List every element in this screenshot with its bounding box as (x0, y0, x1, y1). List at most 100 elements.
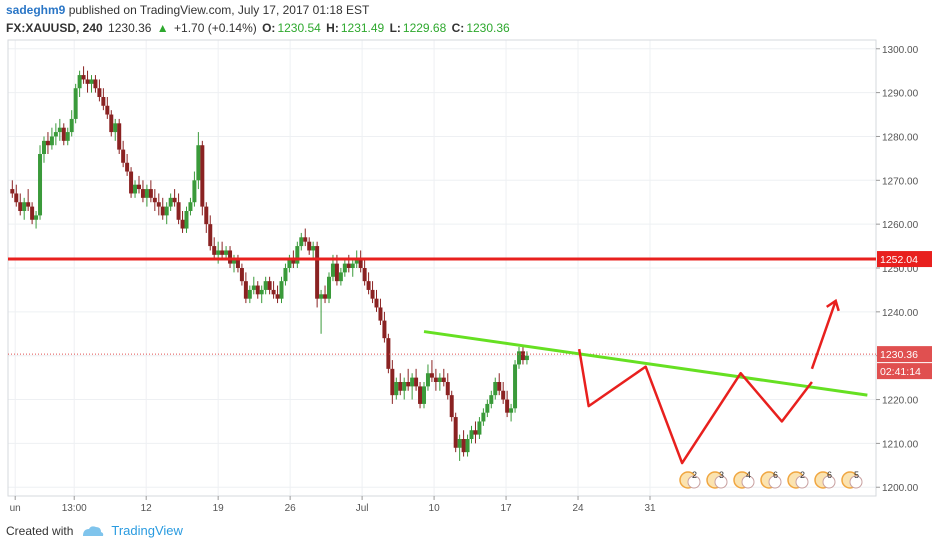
candle-body (327, 276, 332, 299)
candle-body (315, 246, 320, 299)
candle-body (89, 79, 94, 84)
candle-body (398, 382, 403, 391)
candle-body (477, 421, 482, 435)
y-tick-label: 1200.00 (882, 483, 919, 494)
candle-body (49, 136, 54, 146)
tradingview-brand[interactable]: TradingView (111, 523, 183, 538)
y-tick-label: 1270.00 (882, 176, 919, 187)
candle-body (509, 408, 514, 413)
low-value: 1229.68 (402, 21, 447, 35)
candle-body (517, 351, 522, 365)
low-label: L: (389, 21, 401, 35)
neckline-trendline (423, 330, 868, 397)
candle-body (267, 281, 272, 290)
candle-body (382, 320, 387, 339)
y-tick-label: 1300.00 (882, 45, 919, 56)
countdown-label-bg (877, 363, 932, 380)
candle-body (129, 171, 134, 194)
candle-body (77, 75, 82, 89)
close-label: C: (451, 21, 465, 35)
candle-body (501, 390, 506, 400)
publish-info: sadeghm9 published on TradingView.com, J… (6, 3, 369, 17)
y-tick-label: 1210.00 (882, 439, 919, 450)
candle-body (445, 382, 450, 396)
candle-body (121, 149, 126, 163)
last-price: 1230.36 (108, 21, 152, 35)
candle-body (97, 88, 102, 97)
change-value: +1.70 (+0.14%) (174, 21, 257, 35)
event-count: 4 (746, 470, 751, 480)
close-value: 1230.36 (466, 21, 510, 35)
candle-body (125, 162, 130, 172)
candle-body (287, 259, 292, 268)
candle-body (520, 351, 525, 361)
candle-body (144, 189, 149, 198)
candle-body (524, 355, 529, 361)
candle-body (73, 88, 78, 119)
candle-body (184, 211, 189, 229)
flag-icon (849, 475, 863, 489)
flag-icon (714, 475, 728, 489)
candle-body (160, 206, 165, 216)
candle-body (453, 417, 458, 448)
candle-body (22, 202, 27, 211)
y-tick-label: 1220.00 (882, 396, 919, 407)
candle-body (255, 285, 260, 295)
candle-body (358, 259, 363, 268)
candle-body (307, 241, 312, 251)
y-tick-label: 1290.00 (882, 89, 919, 100)
y-tick-label: 1240.00 (882, 308, 919, 319)
author-name[interactable]: sadeghm9 (6, 3, 66, 17)
candle-body (342, 263, 347, 273)
candle-body (299, 237, 304, 247)
x-tick-label: 24 (572, 503, 584, 514)
candle-body (311, 246, 316, 251)
candle-body (117, 123, 122, 150)
candle-body (172, 197, 177, 203)
high-value: 1231.49 (340, 21, 385, 35)
candle-body (204, 206, 209, 225)
flag-icon (687, 475, 701, 489)
candle-body (136, 184, 141, 190)
candle-body (362, 268, 367, 282)
candle-body (374, 298, 379, 308)
candle-body (513, 364, 518, 409)
event-count: 2 (800, 470, 805, 480)
candle-body (231, 259, 236, 264)
candle-body (200, 145, 205, 207)
candle-body (469, 430, 474, 439)
last-price-label: 1230.36 (880, 349, 918, 361)
created-with-label: Created with (6, 523, 74, 538)
flag-icon (795, 475, 809, 489)
candle-body (26, 202, 31, 207)
y-tick-label: 1280.00 (882, 132, 919, 143)
candle-body (410, 377, 415, 387)
candle-body (156, 202, 161, 207)
x-tick-label: 13:00 (62, 503, 87, 514)
candle-body (263, 281, 268, 290)
x-tick-label: 19 (213, 503, 225, 514)
candle-body (489, 395, 494, 404)
candle-body (473, 430, 478, 435)
candle-body (192, 180, 197, 203)
candle-body (224, 250, 229, 255)
candle-body (485, 403, 490, 413)
candle-body (429, 373, 434, 378)
resistance-price-label-bg (877, 251, 932, 268)
candle-body (220, 250, 225, 255)
candle-body (402, 382, 407, 391)
candle-body (497, 382, 502, 391)
candle-body (259, 289, 264, 295)
candle-body (34, 215, 39, 220)
candle-body (394, 382, 399, 396)
candle-body (235, 259, 240, 268)
event-markers: 2 3 4 6 2 6 5 (679, 470, 863, 489)
candle-body (271, 289, 276, 295)
drawings (8, 257, 876, 465)
pattern-drawing (577, 348, 813, 465)
candle-body (216, 250, 221, 255)
candle-body (164, 206, 169, 216)
candle-body (140, 189, 145, 198)
candle-body (57, 127, 62, 133)
